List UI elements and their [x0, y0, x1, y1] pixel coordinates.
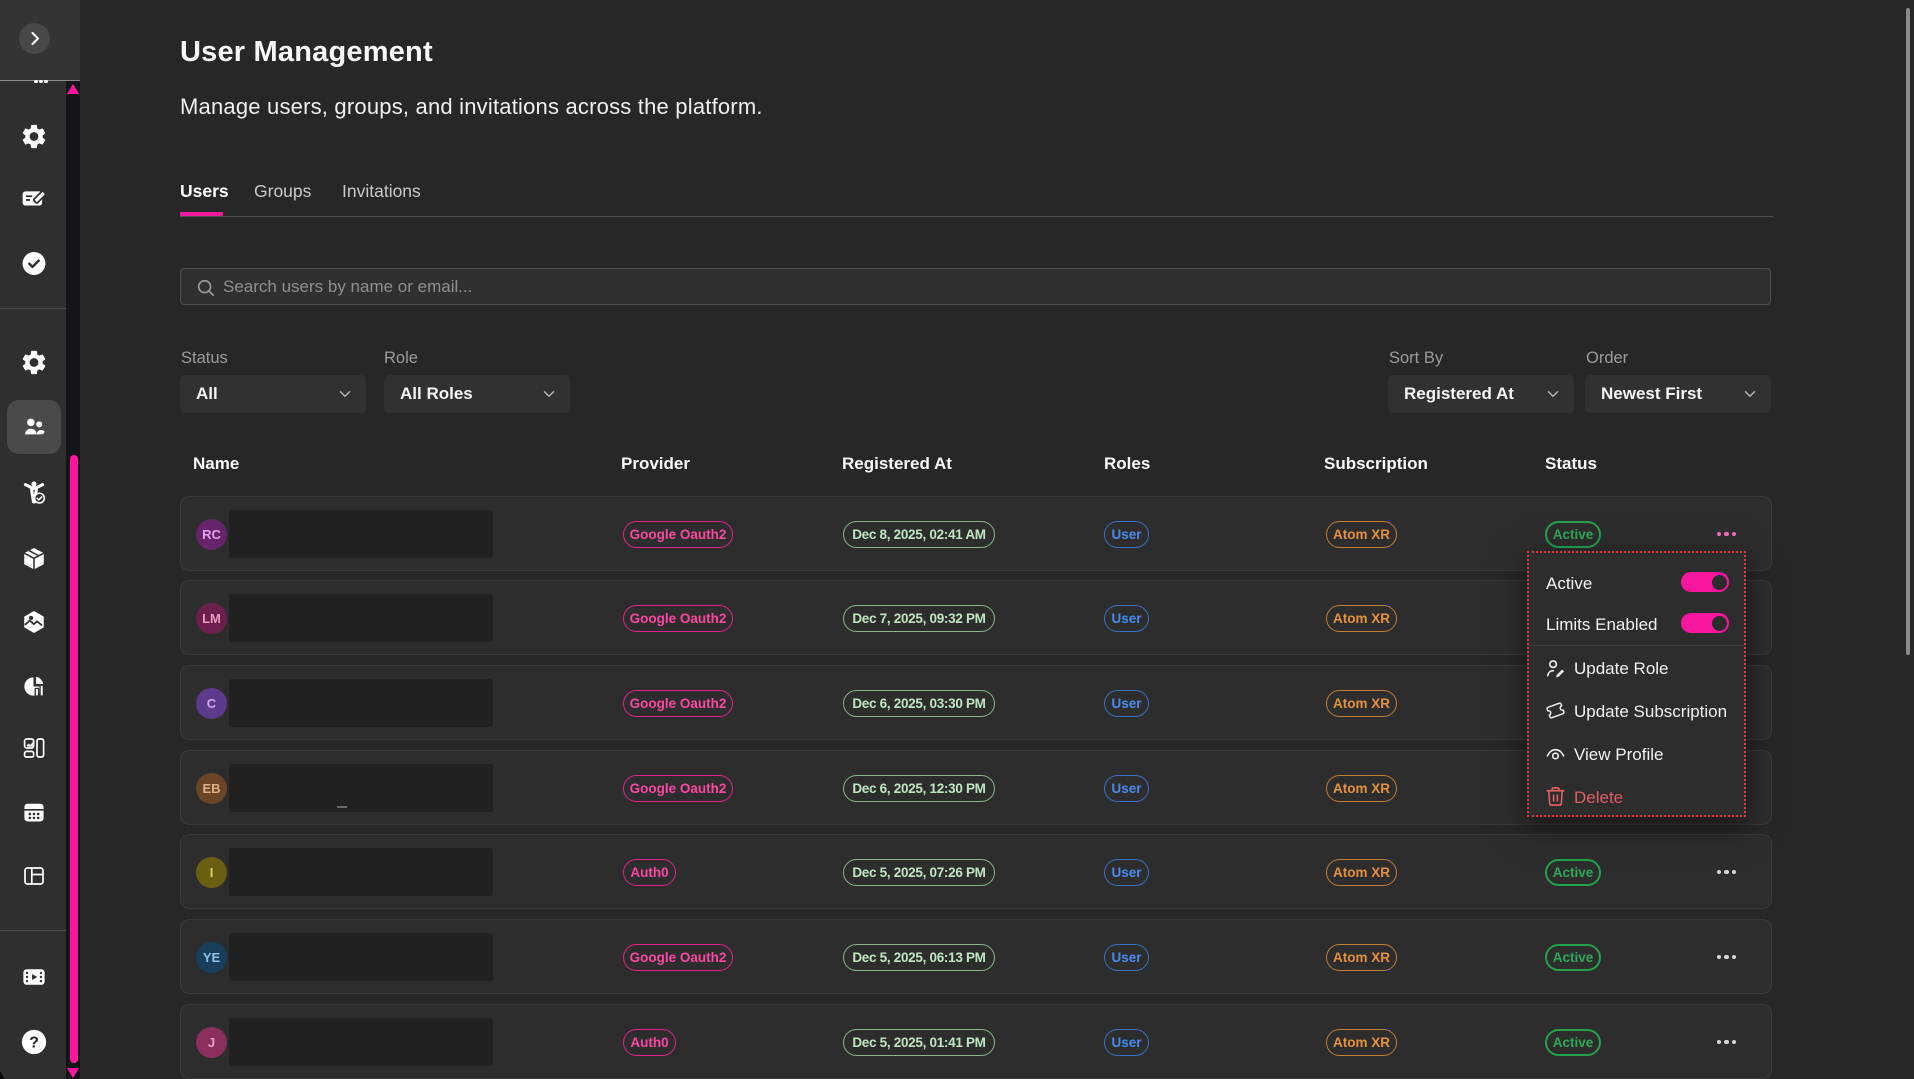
svg-text:?: ? [29, 1034, 39, 1051]
